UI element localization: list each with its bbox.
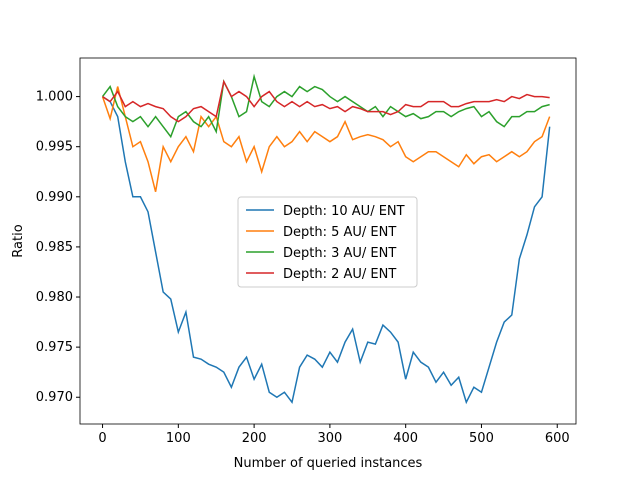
legend-label: Depth: 5 AU/ ENT bbox=[283, 225, 396, 240]
x-tick-label: 400 bbox=[393, 431, 418, 446]
x-tick-label: 300 bbox=[317, 431, 342, 446]
y-tick-label: 0.970 bbox=[36, 390, 73, 405]
legend-label: Depth: 10 AU/ ENT bbox=[283, 204, 405, 219]
x-tick-label: 500 bbox=[469, 431, 494, 446]
legend-box bbox=[237, 196, 418, 288]
x-tick-label: 100 bbox=[166, 431, 191, 446]
x-tick-label: 200 bbox=[242, 431, 267, 446]
plot-frame bbox=[79, 57, 577, 425]
series-line bbox=[102, 95, 551, 405]
y-tick-label: 1.000 bbox=[36, 90, 73, 105]
y-tick-label: 0.995 bbox=[36, 140, 73, 155]
y-tick-label: 0.975 bbox=[36, 340, 73, 355]
legend-label: Depth: 3 AU/ ENT bbox=[283, 246, 396, 261]
y-tick-label: 0.980 bbox=[36, 290, 73, 305]
y-tick-label: 0.990 bbox=[36, 190, 73, 205]
series-line bbox=[101, 86, 551, 192]
y-axis-label: Ratio bbox=[11, 224, 26, 257]
x-tick-label: 0 bbox=[98, 431, 106, 446]
series-line bbox=[102, 79, 550, 123]
y-tick-label: 0.985 bbox=[36, 240, 73, 255]
x-tick-label: 600 bbox=[545, 431, 570, 446]
legend-label: Depth: 2 AU/ ENT bbox=[283, 267, 396, 282]
x-axis-label: Number of queried instances bbox=[234, 456, 423, 471]
